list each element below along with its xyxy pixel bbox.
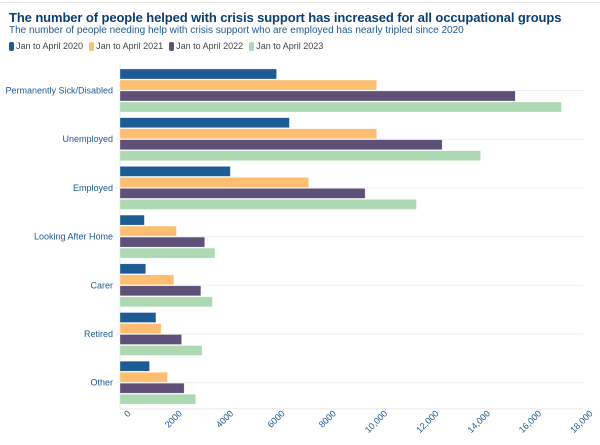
category-label: Unemployed — [62, 134, 113, 144]
x-tick-label: 4000 — [214, 408, 235, 429]
legend-item[interactable]: Jan to April 2022 — [169, 41, 243, 51]
bar — [119, 214, 145, 226]
legend: Jan to April 2020 Jan to April 2021 Jan to… — [9, 41, 329, 51]
bar — [119, 263, 146, 275]
bar — [119, 247, 216, 259]
x-tick-label: 12,000 — [414, 408, 441, 435]
bar — [119, 90, 516, 102]
legend-swatch — [249, 41, 255, 51]
legend-item[interactable]: Jan to April 2020 — [9, 41, 83, 51]
top-border — [0, 2, 600, 3]
legend-swatch — [9, 41, 14, 51]
x-tick-label: 16,000 — [517, 408, 544, 435]
x-tick-label: 8000 — [317, 408, 338, 429]
legend-item[interactable]: Jan to April 2021 — [89, 41, 163, 51]
bar — [119, 79, 377, 91]
bar — [119, 150, 481, 161]
category-label: Retired — [84, 329, 113, 339]
category-label: Permanently Sick/Disabled — [5, 86, 113, 96]
bar — [119, 334, 182, 345]
x-tick-label: 10,000 — [363, 408, 390, 435]
bar — [119, 296, 213, 308]
bar — [119, 371, 168, 383]
chart-subtitle: The number of people needing help with c… — [9, 25, 464, 36]
bar — [119, 236, 205, 248]
bar — [119, 166, 231, 177]
bar — [119, 393, 196, 405]
category-label: Employed — [73, 183, 113, 193]
legend-label: Jan to April 2021 — [96, 41, 164, 51]
bar — [119, 177, 309, 188]
legend-label: Jan to April 2023 — [256, 41, 324, 51]
category-label: Other — [90, 378, 113, 388]
x-tick-label: 14,000 — [466, 408, 493, 435]
chart-title: The number of people helped with crisis … — [9, 10, 562, 25]
legend-swatch — [89, 41, 95, 51]
x-tick-label: 0 — [122, 408, 133, 419]
bar — [119, 101, 562, 113]
category-label: Looking After Home — [34, 232, 113, 242]
x-tick-label: 2000 — [163, 408, 184, 429]
bar — [119, 323, 162, 334]
bar — [119, 274, 175, 286]
bar — [119, 360, 150, 372]
bar — [119, 382, 185, 394]
bar — [119, 285, 202, 297]
x-tick-label: 6000 — [265, 408, 286, 429]
legend-label: Jan to April 2022 — [176, 41, 244, 51]
bar — [119, 188, 366, 199]
bar — [119, 345, 203, 356]
bar — [119, 139, 443, 150]
bar — [119, 199, 417, 210]
legend-label: Jan to April 2020 — [16, 41, 84, 51]
bar — [119, 117, 290, 128]
bar — [119, 68, 277, 80]
category-label: Carer — [90, 280, 113, 290]
x-tick-label: 18,000 — [568, 408, 595, 435]
bar — [119, 225, 177, 237]
legend-item[interactable]: Jan to April 2023 — [249, 41, 323, 51]
bar — [119, 312, 157, 323]
bar — [119, 128, 377, 139]
legend-swatch — [169, 41, 175, 51]
